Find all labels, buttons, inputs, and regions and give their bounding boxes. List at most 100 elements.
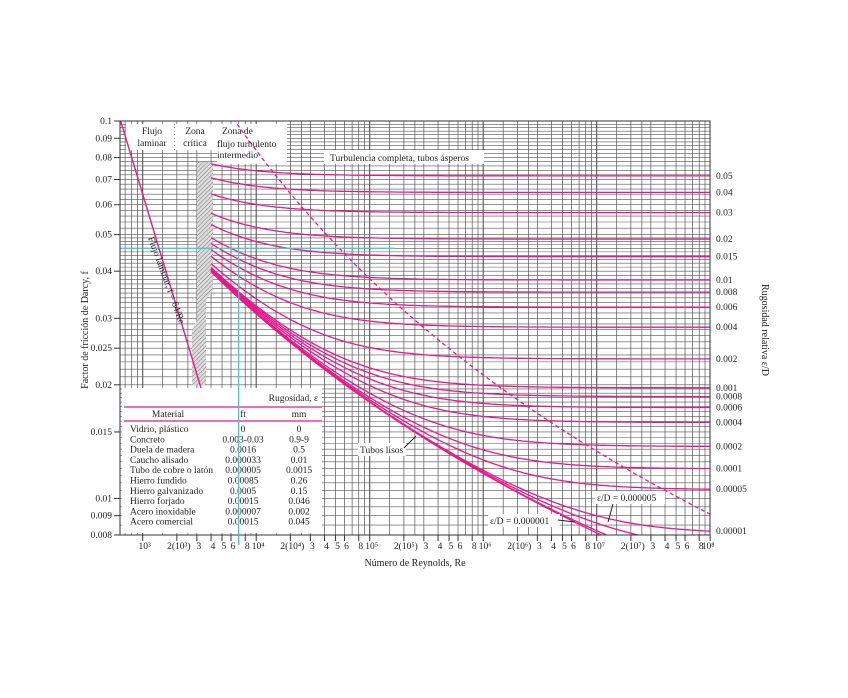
- x-tick-label: 10⁴: [252, 542, 266, 552]
- x-tick-label: 3: [310, 542, 315, 552]
- smooth-pipe-label: Tubos lisos: [360, 446, 404, 456]
- table-cell-ft: 0.003-0.03: [222, 435, 263, 445]
- x-tick-label: 2(10⁶): [507, 541, 531, 552]
- x-tick-label: 5: [449, 542, 454, 552]
- label-background: [488, 514, 560, 527]
- y-tick-label: 0.008: [91, 531, 113, 541]
- table-cell-material: Concreto: [130, 435, 165, 445]
- x-tick-label: 3: [196, 542, 201, 552]
- y-tick-label: 0.07: [95, 175, 112, 185]
- table-cell-material: Caucho alisado: [130, 456, 189, 466]
- x-tick-label: 4: [211, 542, 216, 552]
- table-cell-mm: 0.15: [291, 487, 308, 497]
- table-header: ft: [240, 409, 246, 420]
- table-background: [122, 388, 322, 533]
- y-axis-right-title: Rugosidad relativa ε/D: [759, 284, 770, 376]
- x-tick-label: 4: [324, 542, 329, 552]
- ed-1e6-arrow: [557, 519, 576, 523]
- y-tick-label: 0.015: [91, 428, 113, 438]
- y-tick-label: 0.09: [95, 134, 112, 144]
- critical-zone: [192, 162, 213, 385]
- x-tick-label: 8: [358, 542, 363, 552]
- table-header: Material: [152, 410, 185, 420]
- y-tick-label: 0.1: [100, 117, 112, 127]
- table-cell-material: Acero comercial: [130, 518, 193, 528]
- roughness-label: 0.0006: [716, 404, 742, 414]
- roughness-label: 0.004: [716, 323, 738, 333]
- label-background: [358, 443, 406, 456]
- table-cell-ft: 0.000033: [225, 456, 261, 466]
- roughness-label: 0.0004: [716, 418, 742, 428]
- x-tick-label: 8: [585, 542, 590, 552]
- roughness-label: 0.05: [716, 172, 733, 182]
- x-tick-label: 4: [551, 542, 556, 552]
- roughness-curve: [210, 224, 710, 258]
- critical-zone-hatch: [192, 162, 213, 385]
- plot-frame: [119, 120, 711, 536]
- table-cell-mm: 0.046: [288, 497, 310, 507]
- ed-1e6-label: ε/D = 0.000001: [490, 517, 549, 527]
- x-tick-label: 2(10⁴): [280, 541, 304, 552]
- x-tick-label: 8: [699, 542, 704, 552]
- laminar-zone-label: Flujo: [142, 127, 162, 137]
- x-axis-title: Número de Reynolds, Re: [364, 558, 466, 569]
- y-tick-label: 0.009: [91, 512, 113, 522]
- x-tick-label: 2(10⁷): [621, 541, 645, 552]
- x-tick-label: 10³: [139, 542, 152, 552]
- y-tick-label: 0.02: [95, 381, 112, 391]
- critical-zone-label: crítica: [183, 139, 208, 149]
- x-tick-label: 6: [458, 542, 463, 552]
- table-cell-mm: 0.26: [291, 477, 308, 487]
- roughness-curve: [210, 242, 710, 293]
- table-cell-material: Tubo de cobre o latón: [130, 466, 213, 476]
- table-cell-material: Duela de madera: [130, 446, 195, 456]
- table-cell-mm: 0.5: [293, 446, 305, 456]
- ed-5e6-label: ε/D = 0.000005: [597, 494, 656, 504]
- x-tick-label: 6: [231, 542, 236, 552]
- table-cell-ft: 0: [241, 425, 246, 435]
- roughness-label: 0.0002: [716, 442, 742, 452]
- x-axis: 10³ 2(10³) 3 4 5 6 8 10⁴ 2(10⁴) 3 4 5 6 8 10⁵ 2(10⁵) 3 4 5…: [139, 535, 715, 552]
- roughness-label: 0.002: [716, 355, 738, 365]
- label-background: [595, 491, 665, 504]
- roughness-curve: [210, 255, 710, 328]
- table-cell-material: Vidrio, plástico: [130, 425, 189, 435]
- roughness-curve: [210, 163, 710, 177]
- table-cell-material: Hierro galvanizado: [130, 487, 203, 497]
- table-cell-ft: 0.0005: [230, 487, 256, 497]
- laminar-line: [120, 121, 204, 395]
- x-tick-label: 3: [537, 542, 542, 552]
- y-tick-label: 0.025: [91, 344, 113, 354]
- table-cell-mm: 0.002: [288, 507, 310, 517]
- table-cell-mm: 0: [297, 425, 302, 435]
- roughness-curve: [210, 237, 710, 281]
- roughness-label: 0.015: [716, 253, 738, 263]
- roughness-label: 0.001: [716, 384, 738, 394]
- x-tick-label: 3: [423, 542, 428, 552]
- x-tick-label: 10⁶: [479, 542, 492, 552]
- roughness-curve: [210, 249, 710, 308]
- roughness-label: 0.00001: [716, 527, 747, 537]
- x-tick-label: 5: [222, 542, 227, 552]
- transition-zone-label: flujo turbulento: [217, 139, 277, 150]
- table-cell-mm: 0.01: [291, 456, 308, 466]
- roughness-curve: [210, 270, 710, 447]
- roughness-curve: [210, 212, 710, 240]
- table-header: mm: [292, 410, 307, 420]
- roughness-curve: [210, 193, 710, 214]
- roughness-label: 0.01: [716, 276, 733, 286]
- label-background: [175, 124, 217, 150]
- roughness-curve: [210, 268, 710, 409]
- x-tick-label: 5: [335, 542, 340, 552]
- x-tick-label: 5: [676, 542, 681, 552]
- roughness-curve: [210, 177, 710, 194]
- table-cell-mm: 0.9-9: [289, 435, 309, 445]
- ed-5e6-arrow: [607, 503, 614, 523]
- table-cell-ft: 0.000007: [225, 507, 261, 517]
- x-tick-label: 2(10³): [167, 541, 190, 552]
- roughness-curve: [210, 263, 710, 360]
- x-tick-label: 2(10⁵): [394, 541, 418, 552]
- y-axis-title: Factor de fricción de Darcy, f: [80, 271, 91, 389]
- x-tick-label: 6: [571, 542, 576, 552]
